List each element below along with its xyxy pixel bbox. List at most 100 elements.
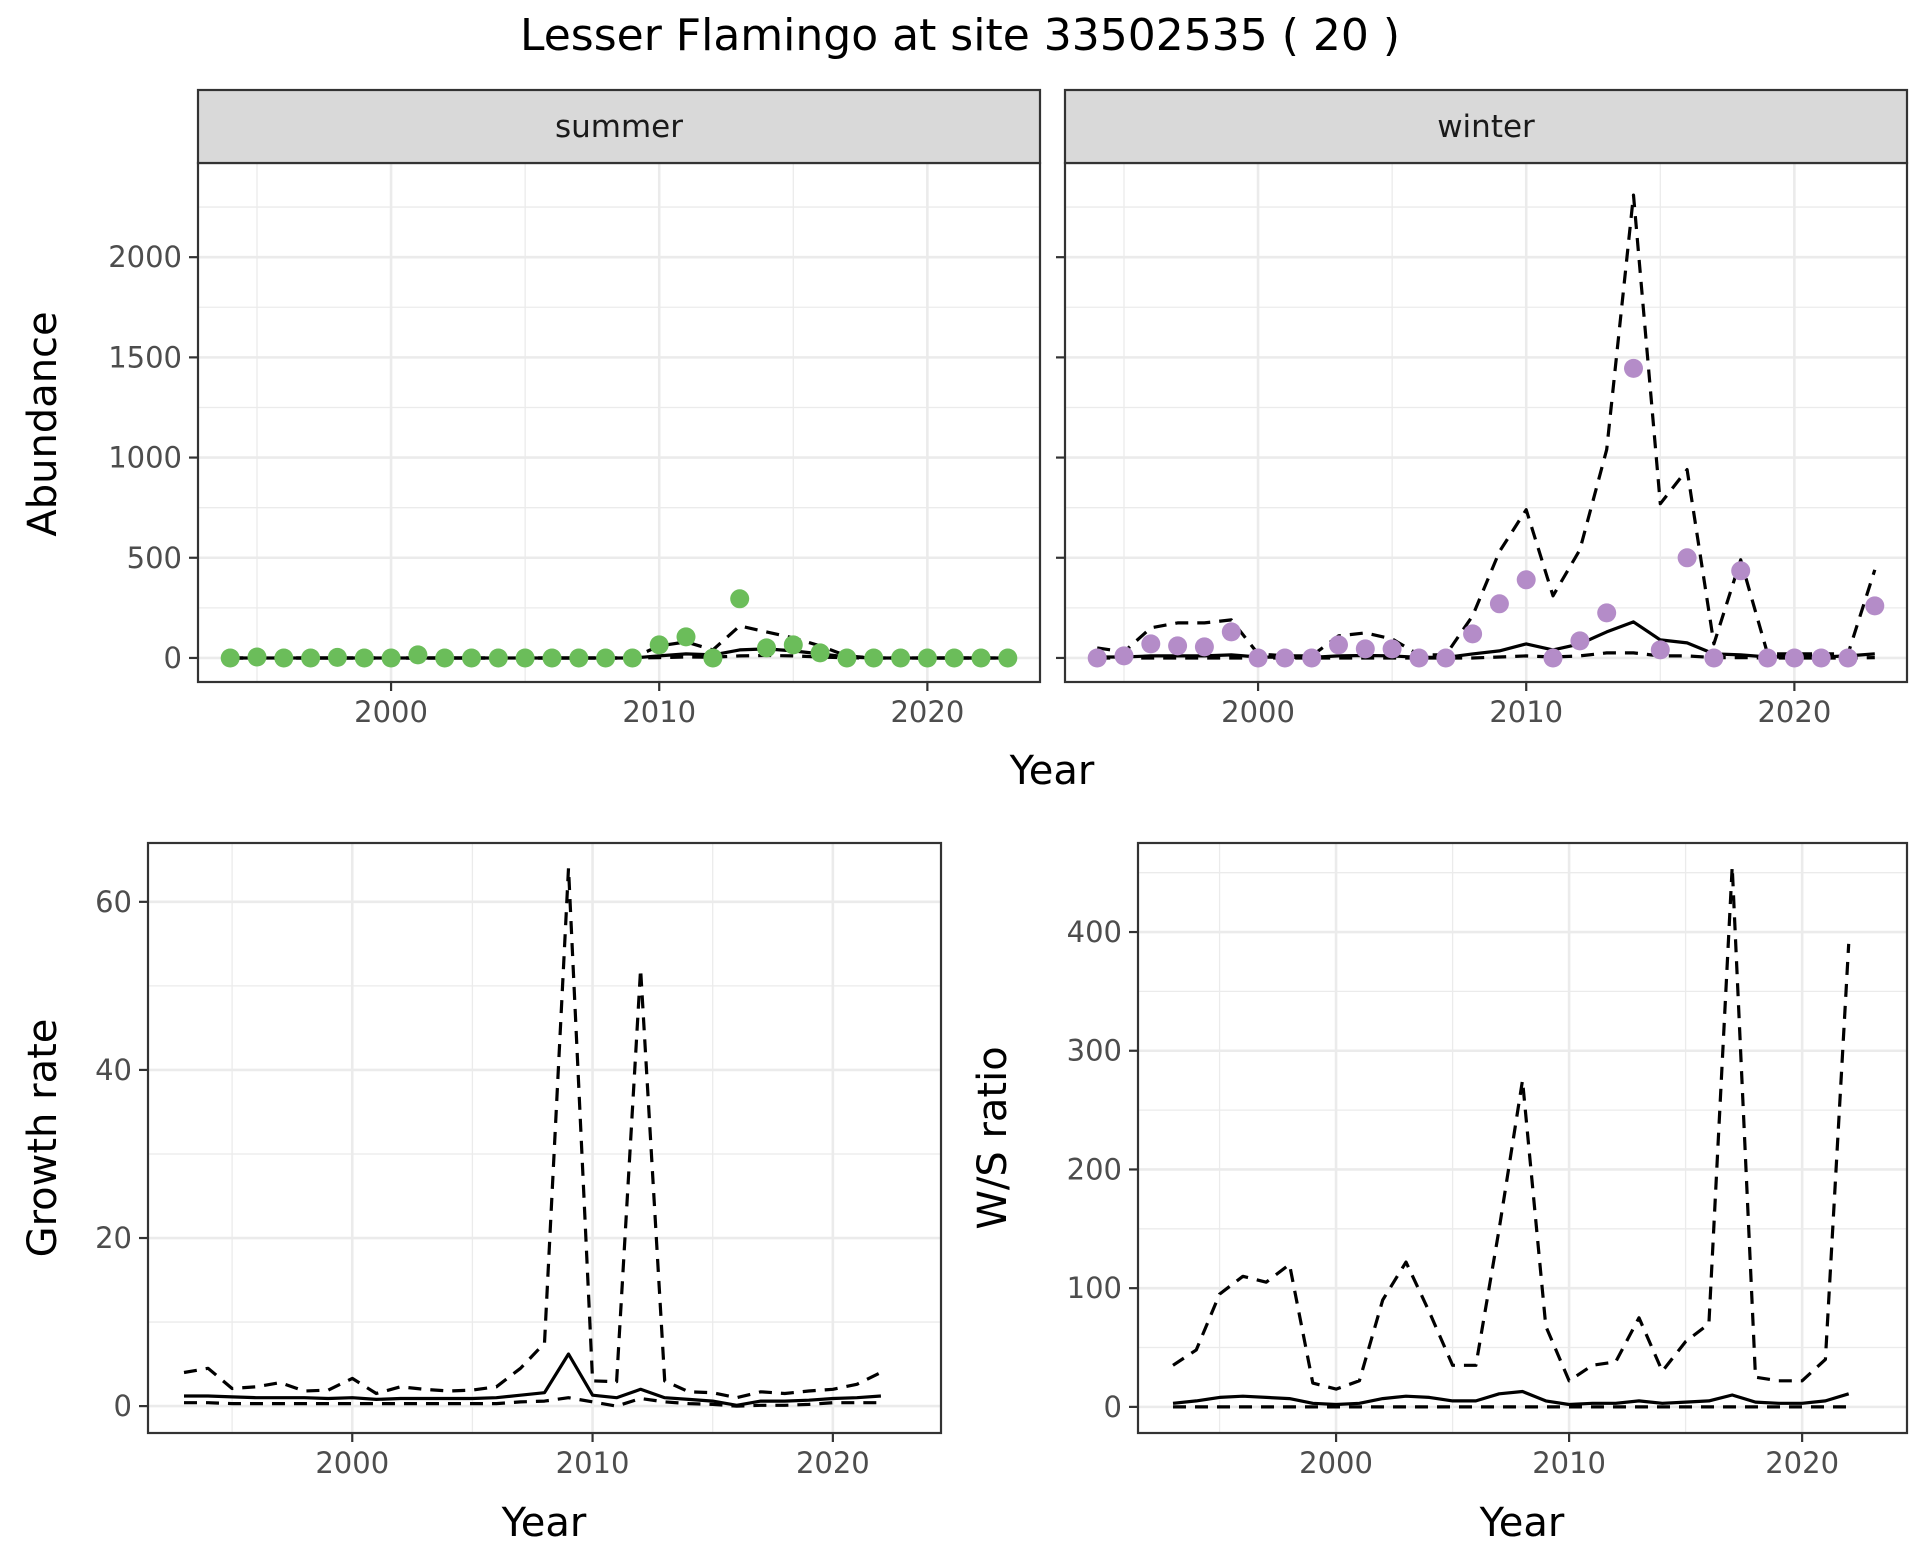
facet-label-winter: winter	[1437, 109, 1535, 145]
x-tick-label: 2010	[622, 695, 696, 729]
mean-line	[1097, 620, 1875, 660]
ci-lines-ws-ratio	[1172, 865, 1851, 1409]
grid-growth-rate	[148, 843, 941, 1433]
data-point	[247, 647, 267, 667]
data-point	[1811, 648, 1831, 668]
data-point	[864, 648, 884, 668]
x-tick-label: 2000	[1221, 695, 1295, 729]
mean-line	[1172, 1389, 1850, 1407]
mean-line-ws-ratio	[1172, 1389, 1850, 1407]
data-point	[1624, 358, 1643, 378]
facet-strip-winter	[1063, 88, 1909, 165]
growth-rate-y-axis-title: Growth rate	[20, 1019, 66, 1258]
data-point	[354, 648, 374, 668]
x-tick-label: 2000	[1299, 1446, 1373, 1480]
data-point	[649, 635, 669, 655]
data-point	[301, 648, 321, 668]
growth-rate-x-axis-title: Year	[501, 1500, 587, 1546]
y-tick-label: 20	[95, 1221, 132, 1255]
x-tick-label: 2020	[796, 1446, 870, 1480]
data-point	[220, 648, 240, 668]
data-point	[542, 648, 562, 668]
data-point	[1784, 648, 1804, 668]
data-point	[1650, 640, 1670, 660]
x-ticks-abundance-summer: 2000 2010 2020	[354, 682, 964, 729]
data-point	[1382, 639, 1402, 659]
y-ticks-abundance-summer: 0 500 1000 1500 2000	[108, 240, 198, 675]
upper-bound-line	[1172, 865, 1851, 1391]
data-point	[488, 648, 508, 668]
data-point	[1409, 648, 1429, 668]
mean-line-abundance-winter	[1097, 620, 1875, 660]
data-point	[515, 648, 535, 668]
y-tick-label: 0	[164, 641, 182, 675]
data-point	[1677, 548, 1697, 568]
x-ticks-abundance-winter: 2000 2010 2020	[1221, 682, 1831, 729]
abundance-x-axis-title: Year	[1009, 748, 1095, 794]
y-tick-label: 500	[127, 541, 182, 575]
ws-ratio-y-axis-title: W/S ratio	[970, 1046, 1016, 1229]
x-tick-label: 2020	[1757, 695, 1831, 729]
x-tick-label: 2010	[556, 1446, 630, 1480]
ci-lines-growth-rate	[183, 866, 882, 1408]
figure-title: Lesser Flamingo at site 33502535 ( 20 )	[520, 10, 1400, 61]
data-point	[810, 643, 830, 663]
data-point	[596, 648, 616, 668]
data-point	[622, 648, 642, 668]
data-point	[676, 627, 696, 647]
x-tick-label: 2010	[1532, 1446, 1606, 1480]
grid-abundance-winter	[1065, 163, 1907, 682]
y-tick-label: 200	[1067, 1152, 1122, 1186]
data-point	[1838, 648, 1858, 668]
y-ticks-growth-rate: 0 20 40 60	[95, 885, 148, 1423]
y-tick-label: 0	[1104, 1390, 1122, 1424]
x-tick-label: 2020	[890, 695, 964, 729]
data-point	[1221, 622, 1241, 642]
data-point	[757, 638, 776, 658]
y-tick-label: 300	[1067, 1034, 1122, 1068]
data-point	[1704, 648, 1724, 668]
panel-growth-rate: 2000 2010 2020 0 20 40 60	[95, 841, 943, 1480]
panel-ws-ratio: 2000 2010 2020 0 100 200 300 400	[1067, 841, 1909, 1480]
data-point	[1329, 635, 1348, 655]
data-point	[837, 648, 857, 668]
y-tick-label: 100	[1067, 1271, 1122, 1305]
data-point	[1463, 624, 1483, 644]
lower-bound-line	[1097, 651, 1875, 660]
panel-abundance-winter: winter 2000 2010 2020	[1056, 88, 1909, 729]
panel-border-growth-rate	[146, 841, 943, 1435]
y-tick-label: 0	[114, 1389, 132, 1423]
facet-label-summer: summer	[555, 109, 683, 145]
data-point	[1355, 639, 1375, 659]
data-point	[1302, 648, 1322, 668]
x-tick-label: 2010	[1489, 695, 1563, 729]
y-tick-label: 1500	[108, 340, 182, 374]
data-point	[1758, 648, 1778, 668]
data-point	[730, 589, 750, 609]
data-point	[274, 648, 294, 668]
ci-lines-abundance-winter	[1096, 193, 1877, 660]
data-point	[435, 648, 455, 668]
data-point	[1114, 646, 1134, 666]
data-point	[891, 648, 911, 668]
x-ticks-ws-ratio: 2000 2010 2020	[1299, 1433, 1839, 1480]
x-ticks-growth-rate: 2000 2010 2020	[315, 1433, 870, 1480]
data-point	[1248, 648, 1268, 668]
y-tick-label: 60	[95, 885, 132, 919]
y-tick-label: 2000	[108, 240, 182, 274]
data-point	[569, 648, 589, 668]
y-ticks-ws-ratio: 0 100 200 300 400	[1067, 915, 1138, 1424]
data-point	[327, 647, 347, 667]
lower-bound-line	[184, 1396, 881, 1408]
data-point	[1141, 634, 1161, 654]
x-tick-label: 2020	[1765, 1446, 1839, 1480]
data-point	[944, 648, 964, 668]
points-abundance-summer	[220, 589, 1018, 668]
abundance-y-axis-title: Abundance	[20, 311, 66, 536]
data-point	[1865, 596, 1885, 616]
data-point	[1168, 636, 1188, 656]
data-point	[1436, 648, 1456, 668]
mean-line-growth-rate	[184, 1352, 882, 1407]
